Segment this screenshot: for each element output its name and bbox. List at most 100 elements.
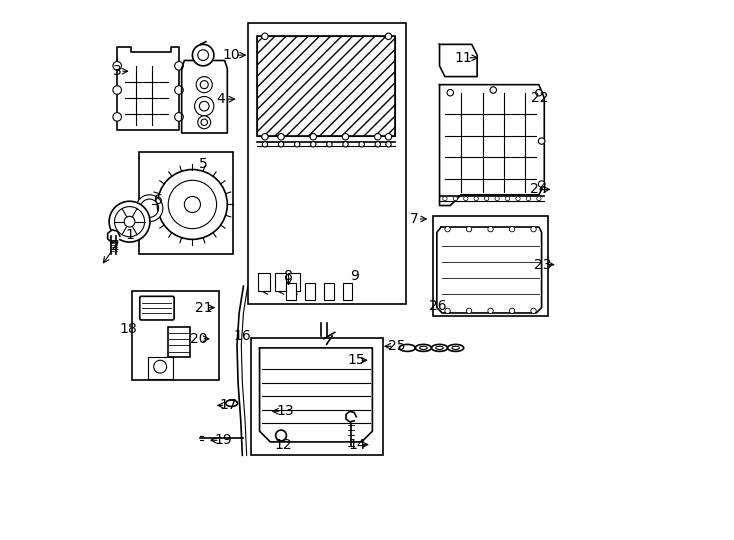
Circle shape: [115, 207, 145, 237]
Text: 1: 1: [125, 228, 134, 242]
Text: 21: 21: [195, 301, 213, 315]
Polygon shape: [117, 47, 179, 130]
Ellipse shape: [452, 346, 459, 349]
Circle shape: [343, 141, 348, 147]
Bar: [261, 349, 371, 361]
Circle shape: [278, 133, 284, 140]
Circle shape: [466, 226, 472, 232]
Text: 17: 17: [219, 399, 237, 413]
Text: 25: 25: [388, 339, 406, 353]
Circle shape: [262, 133, 268, 140]
Circle shape: [310, 141, 316, 147]
Circle shape: [466, 308, 472, 314]
Circle shape: [447, 90, 454, 96]
Ellipse shape: [415, 345, 432, 352]
Circle shape: [506, 197, 509, 201]
Polygon shape: [346, 411, 356, 422]
Ellipse shape: [432, 345, 448, 352]
Circle shape: [488, 226, 493, 232]
FancyBboxPatch shape: [139, 296, 174, 320]
Text: 26: 26: [429, 299, 447, 313]
Circle shape: [443, 197, 447, 201]
Text: 3: 3: [113, 64, 122, 78]
Circle shape: [294, 141, 300, 147]
Text: 4: 4: [217, 92, 225, 106]
Text: 11: 11: [455, 51, 473, 65]
Circle shape: [276, 430, 286, 441]
Circle shape: [531, 226, 537, 232]
Bar: [258, 273, 270, 292]
Ellipse shape: [399, 345, 415, 352]
Text: 23: 23: [534, 258, 552, 272]
Text: 13: 13: [276, 404, 294, 418]
Circle shape: [113, 62, 122, 70]
Circle shape: [538, 181, 545, 187]
Circle shape: [200, 102, 209, 111]
Circle shape: [184, 197, 200, 213]
Circle shape: [385, 33, 392, 39]
Circle shape: [385, 133, 392, 140]
Polygon shape: [181, 60, 228, 133]
Circle shape: [445, 308, 450, 314]
Circle shape: [124, 217, 135, 227]
Bar: [286, 284, 296, 300]
Circle shape: [531, 308, 537, 314]
Circle shape: [474, 197, 479, 201]
Circle shape: [495, 197, 499, 201]
Circle shape: [153, 360, 167, 373]
Circle shape: [196, 77, 212, 93]
Ellipse shape: [420, 346, 427, 349]
Polygon shape: [260, 348, 372, 442]
Circle shape: [192, 44, 214, 66]
Text: 6: 6: [154, 193, 163, 207]
Bar: [440, 47, 473, 63]
Text: 19: 19: [214, 433, 232, 447]
Circle shape: [445, 226, 450, 232]
Text: 24: 24: [530, 183, 548, 197]
Circle shape: [464, 197, 468, 201]
Polygon shape: [437, 227, 542, 313]
Text: 14: 14: [349, 437, 366, 451]
Circle shape: [374, 133, 381, 140]
Circle shape: [197, 116, 211, 129]
Circle shape: [197, 50, 208, 60]
Bar: [324, 284, 334, 300]
Bar: [343, 284, 352, 300]
Bar: [440, 228, 539, 239]
Text: 12: 12: [275, 437, 293, 451]
Circle shape: [342, 133, 349, 140]
Bar: [305, 284, 315, 300]
Circle shape: [200, 80, 208, 89]
Circle shape: [262, 33, 268, 39]
Circle shape: [488, 308, 493, 314]
Ellipse shape: [226, 400, 238, 407]
Circle shape: [109, 201, 150, 242]
Circle shape: [359, 141, 364, 147]
Polygon shape: [440, 44, 477, 77]
Circle shape: [509, 308, 515, 314]
Text: 9: 9: [349, 269, 358, 284]
Circle shape: [175, 86, 184, 94]
Circle shape: [536, 90, 542, 96]
Circle shape: [168, 180, 217, 228]
Text: 15: 15: [347, 353, 365, 367]
Circle shape: [262, 141, 268, 147]
Circle shape: [113, 113, 122, 121]
Circle shape: [175, 113, 184, 121]
Circle shape: [201, 119, 208, 125]
Text: 18: 18: [119, 322, 137, 336]
Circle shape: [484, 197, 489, 201]
Text: 8: 8: [284, 269, 293, 284]
Ellipse shape: [436, 346, 443, 349]
Circle shape: [538, 138, 545, 144]
Bar: [288, 273, 300, 292]
Text: 5: 5: [199, 157, 208, 171]
Circle shape: [537, 197, 541, 201]
Circle shape: [516, 197, 520, 201]
Text: 16: 16: [233, 328, 251, 342]
Text: 10: 10: [223, 48, 241, 62]
Polygon shape: [440, 85, 545, 206]
Circle shape: [113, 86, 122, 94]
Circle shape: [509, 226, 515, 232]
Bar: [257, 36, 396, 136]
